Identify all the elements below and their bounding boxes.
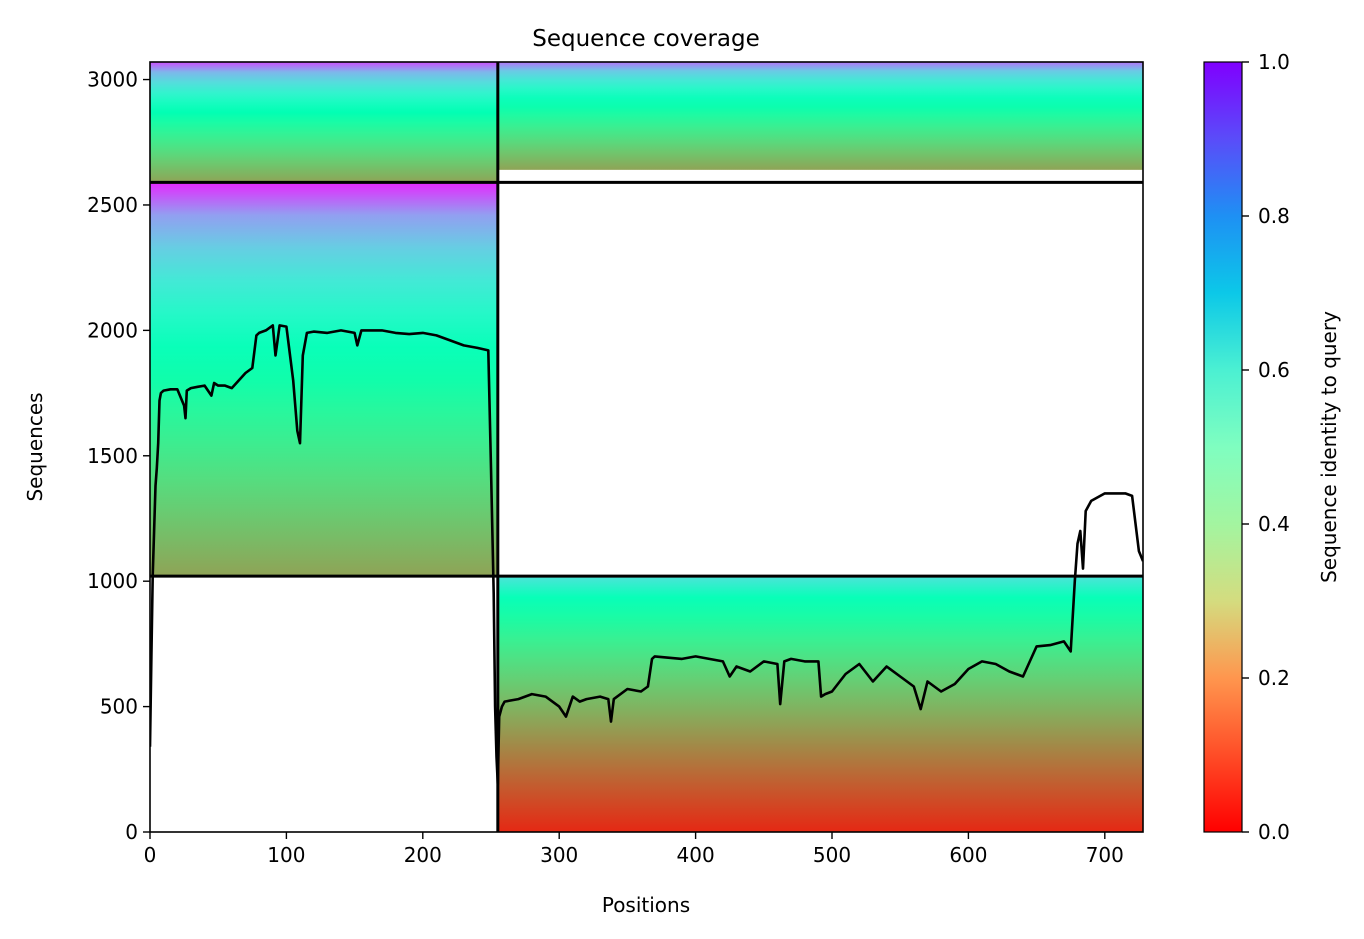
coverage-line (150, 324, 1143, 786)
y-tick-label: 2500 (87, 193, 138, 217)
colorbar-tick-label: 0.8 (1258, 204, 1290, 228)
domain-boundaries (150, 62, 1143, 832)
x-axis: 0 100 200 300 400 500 600 700 (144, 832, 1124, 867)
heatmap-block-top-left (150, 62, 498, 183)
colorbar-tick-label: 0.2 (1258, 666, 1290, 690)
y-tick-label: 0 (125, 820, 138, 844)
x-tick-label: 0 (144, 843, 157, 867)
x-tick-label: 300 (540, 843, 578, 867)
colorbar-axis: 0.0 0.2 0.4 0.6 0.8 1.0 (1242, 50, 1290, 844)
plot-frame (149, 61, 1144, 833)
y-tick-label: 3000 (87, 68, 138, 92)
y-axis-label: Sequences (23, 392, 47, 501)
x-tick-label: 200 (404, 843, 442, 867)
colorbar-tick-label: 0.6 (1258, 358, 1290, 382)
x-tick-label: 400 (677, 843, 715, 867)
x-axis-label: Positions (602, 893, 690, 917)
x-tick-label: 100 (267, 843, 305, 867)
colorbar (1203, 61, 1243, 833)
x-tick-label: 500 (813, 843, 851, 867)
heatmap-block-middle-left (150, 182, 498, 577)
colorbar-tick-label: 0.4 (1258, 512, 1290, 536)
heatmap-blocks (150, 62, 1143, 832)
y-tick-label: 1500 (87, 444, 138, 468)
colorbar-label: Sequence identity to query (1317, 311, 1341, 583)
x-tick-label: 600 (949, 843, 987, 867)
heatmap-block-top-right (497, 62, 1143, 170)
colorbar-tick-label: 1.0 (1258, 50, 1290, 74)
y-tick-label: 500 (100, 695, 138, 719)
y-tick-label: 1000 (87, 569, 138, 593)
y-tick-label: 2000 (87, 318, 138, 342)
chart-title: Sequence coverage (532, 26, 760, 52)
colorbar-tick-label: 0.0 (1258, 820, 1290, 844)
y-axis: 0 500 1000 1500 2000 2500 3000 (87, 68, 150, 844)
heatmap-block-bottom-right (497, 576, 1143, 832)
x-tick-label: 700 (1086, 843, 1124, 867)
